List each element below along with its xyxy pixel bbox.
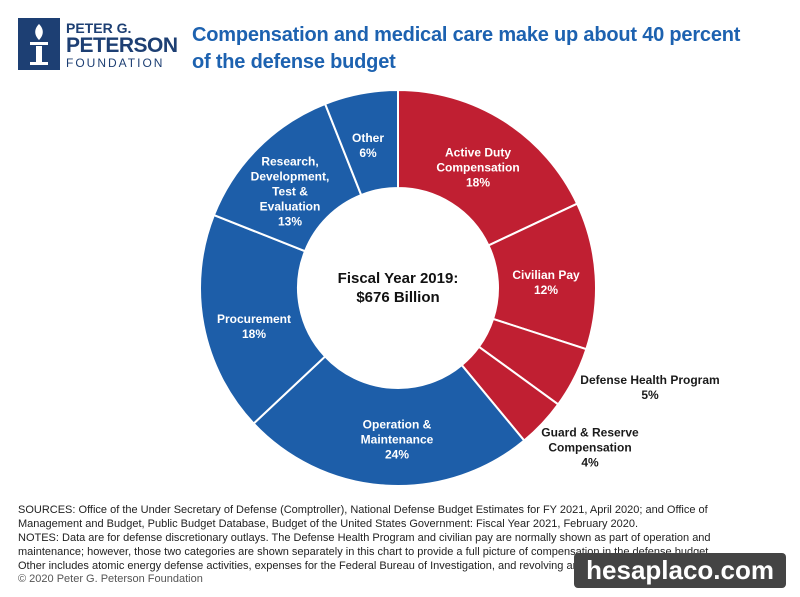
copyright: © 2020 Peter G. Peterson Foundation <box>18 573 203 585</box>
logo-text: PETERSON <box>66 34 178 57</box>
segment-label: Operation & Maintenance 24% <box>361 418 434 463</box>
donut-segment <box>397 88 579 247</box>
segment-label: Civilian Pay 12% <box>512 268 579 298</box>
segment-label: Research, Development, Test & Evaluation… <box>251 155 330 230</box>
category-label: Procurement <box>216 312 292 326</box>
logo-text: FOUNDATION <box>66 56 165 70</box>
value-label: 18% <box>465 175 491 190</box>
segment-label: Other 6% <box>352 131 384 161</box>
chart-title: Compensation and medical care make up ab… <box>192 24 741 73</box>
value-label: 4% <box>581 455 599 470</box>
segment-label: Active Duty Compensation 18% <box>436 146 519 191</box>
value-label: 12% <box>533 283 559 297</box>
logo-icon <box>18 18 60 70</box>
category-label: Operation & Maintenance <box>360 417 434 447</box>
category-label: Defense Health Program <box>580 373 720 387</box>
logo-text: PETER G. <box>66 20 132 36</box>
category-label: Guard & Reserve Compensation <box>541 425 639 455</box>
sources: SOURCES: Office of the Under Secretary o… <box>18 504 708 530</box>
value-label: 24% <box>384 447 410 462</box>
category-label: Active Duty Compensation <box>436 145 520 175</box>
donut-segment <box>199 213 327 425</box>
value-label: 6% <box>359 146 377 160</box>
watermark: hesaplaco.com <box>574 553 786 588</box>
value-label: 5% <box>641 388 659 402</box>
notes: NOTES: Data are for defense discretionar… <box>18 532 712 572</box>
segment-label: Defense Health Program 5% <box>580 373 719 403</box>
category-label: Research, Development, Test & Evaluation <box>250 154 330 214</box>
donut-segment <box>252 355 526 487</box>
footnotes: SOURCES: Office of the Under Secretary o… <box>18 503 738 573</box>
value-label: 18% <box>241 327 267 341</box>
center-label: Fiscal Year 2019: $676 Billion <box>337 270 459 306</box>
category-label: Civilian Pay <box>512 268 580 282</box>
category-label: Other <box>351 131 385 145</box>
segment-label: Guard & Reserve Compensation 4% <box>541 426 638 471</box>
donut-segment <box>323 88 399 197</box>
value-label: 13% <box>277 214 303 229</box>
segment-label: Procurement 18% <box>217 312 291 342</box>
